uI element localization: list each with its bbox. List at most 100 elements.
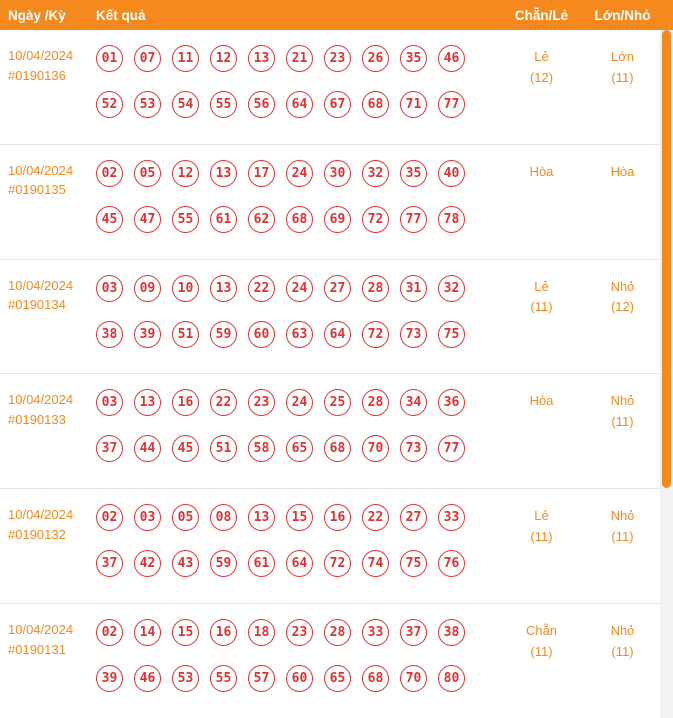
number-ball: 70 <box>400 665 427 693</box>
result-row: 10/04/2024 #0190131 02 14 15 16 18 23 28… <box>0 604 660 718</box>
result-numbers-cell: 03 13 16 22 23 24 25 28 34 36 37 44 45 5… <box>88 374 498 488</box>
number-ball: 68 <box>286 205 313 233</box>
big-small-count: (12) <box>610 299 635 315</box>
number-ball: 38 <box>96 320 123 348</box>
number-ball: 68 <box>362 665 389 693</box>
number-ball: 28 <box>362 274 389 302</box>
number-ball: 21 <box>286 45 313 72</box>
number-ball: 60 <box>248 320 275 348</box>
number-ball: 59 <box>210 550 237 578</box>
number-ball: 68 <box>362 91 389 118</box>
number-ball: 72 <box>362 320 389 348</box>
result-row: 10/04/2024 #0190132 02 03 05 08 13 15 16… <box>0 489 660 605</box>
number-ball: 38 <box>438 619 465 647</box>
number-ball: 09 <box>134 274 161 302</box>
header-col-result: Kết quả <box>96 7 146 23</box>
big-small-value: Nhỏ <box>610 278 635 294</box>
number-ball: 22 <box>210 389 237 417</box>
number-ball: 73 <box>400 320 427 348</box>
number-ball: 44 <box>134 435 161 463</box>
draw-date: 10/04/2024 <box>8 162 74 178</box>
number-ball: 12 <box>210 45 237 72</box>
number-ball: 55 <box>172 205 199 233</box>
number-ball: 33 <box>438 504 465 532</box>
draw-info-cell: 10/04/2024 #0190131 <box>0 604 88 718</box>
number-ball: 56 <box>248 91 275 118</box>
big-small-count: (11) <box>611 529 634 545</box>
number-ball: 74 <box>362 550 389 578</box>
number-line-1: 02 05 12 13 17 24 30 32 35 40 <box>96 159 498 187</box>
header-col-big-small: Lớn/Nhỏ <box>594 7 651 23</box>
scrollbar-track[interactable] <box>660 30 673 718</box>
number-ball: 23 <box>286 619 313 647</box>
big-small-cell: Lớn (11) <box>585 30 660 144</box>
number-ball: 16 <box>210 619 237 647</box>
number-ball: 53 <box>172 665 199 693</box>
number-ball: 64 <box>286 550 313 578</box>
number-line-1: 03 09 10 13 22 24 27 28 31 32 <box>96 274 498 302</box>
big-small-value: Lớn <box>611 49 634 64</box>
number-ball: 35 <box>400 45 427 72</box>
draw-id: #0190135 <box>8 182 66 198</box>
number-line-1: 02 14 15 16 18 23 28 33 37 38 <box>96 619 498 647</box>
number-ball: 58 <box>248 435 275 463</box>
draw-info-cell: 10/04/2024 #0190134 <box>0 260 88 374</box>
number-ball: 27 <box>324 274 351 302</box>
number-ball: 64 <box>286 91 313 118</box>
even-odd-value: Lẻ <box>534 49 549 64</box>
table-main-area: 10/04/2024 #0190136 01 07 11 12 13 21 23… <box>0 30 673 718</box>
number-ball: 65 <box>324 665 351 693</box>
number-ball: 32 <box>438 274 465 302</box>
number-ball: 33 <box>362 619 389 647</box>
even-odd-count: (11) <box>530 643 553 659</box>
number-ball: 72 <box>324 550 351 578</box>
number-ball: 57 <box>248 665 275 693</box>
number-ball: 37 <box>96 435 123 463</box>
even-odd-cell: Chẵn (11) <box>498 604 585 718</box>
number-ball: 07 <box>134 45 161 72</box>
table-header: Ngày /Kỳ Kết quả Chẵn/Lẻ Lớn/Nhỏ <box>0 0 673 30</box>
even-odd-cell: Lẻ (12) <box>498 30 585 144</box>
number-ball: 78 <box>438 205 465 233</box>
draw-id: #0190133 <box>8 411 66 427</box>
number-ball: 03 <box>134 504 161 532</box>
number-line-2: 38 39 51 59 60 63 64 72 73 75 <box>96 320 498 348</box>
number-ball: 65 <box>286 435 313 463</box>
even-odd-cell: Hòa <box>498 145 585 259</box>
number-line-1: 03 13 16 22 23 24 25 28 34 36 <box>96 389 498 417</box>
scrollbar-thumb[interactable] <box>662 30 671 488</box>
number-ball: 13 <box>210 274 237 302</box>
big-small-count: (11) <box>611 643 634 659</box>
number-ball: 69 <box>324 205 351 233</box>
even-odd-value: Lẻ <box>534 508 549 524</box>
number-ball: 51 <box>172 320 199 348</box>
number-ball: 77 <box>400 205 427 233</box>
number-ball: 40 <box>438 159 465 187</box>
number-ball: 13 <box>248 504 275 532</box>
number-ball: 37 <box>400 619 427 647</box>
draw-date: 10/04/2024 <box>8 392 74 408</box>
number-ball: 61 <box>248 550 275 578</box>
number-ball: 43 <box>172 550 199 578</box>
result-row: 10/04/2024 #0190136 01 07 11 12 13 21 23… <box>0 30 660 145</box>
number-ball: 55 <box>210 91 237 118</box>
even-odd-count: (12) <box>529 69 554 85</box>
result-numbers-cell: 02 14 15 16 18 23 28 33 37 38 39 46 53 5… <box>88 604 498 718</box>
number-ball: 52 <box>96 91 123 118</box>
number-ball: 39 <box>96 665 123 693</box>
result-row: 10/04/2024 #0190135 02 05 12 13 17 24 30… <box>0 145 660 260</box>
even-odd-value: Lẻ <box>534 278 549 294</box>
number-ball: 10 <box>172 274 199 302</box>
number-ball: 17 <box>248 159 275 187</box>
number-ball: 68 <box>324 435 351 463</box>
number-ball: 08 <box>210 504 237 532</box>
number-ball: 13 <box>210 159 237 187</box>
draw-info-cell: 10/04/2024 #0190135 <box>0 145 88 259</box>
number-ball: 02 <box>96 619 123 647</box>
number-ball: 72 <box>362 205 389 233</box>
number-ball: 15 <box>286 504 313 532</box>
result-row: 10/04/2024 #0190133 03 13 16 22 23 24 25… <box>0 374 660 490</box>
number-line-2: 37 42 43 59 61 64 72 74 75 76 <box>96 550 498 578</box>
number-ball: 54 <box>172 91 199 118</box>
header-col-date: Ngày /Kỳ <box>8 7 66 23</box>
